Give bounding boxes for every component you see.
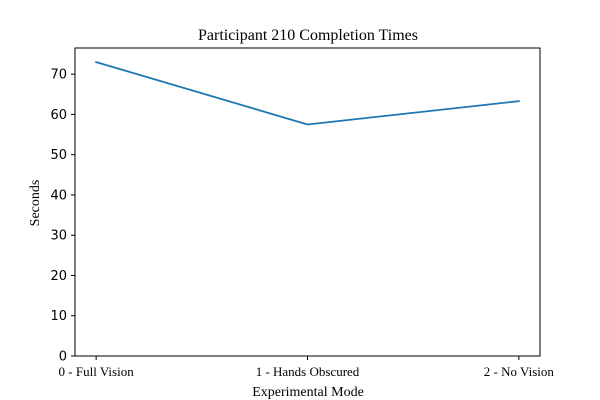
x-tick-label: 0 - Full Vision — [59, 364, 135, 379]
y-tick-label: 40 — [50, 188, 67, 203]
x-tick-label: 2 - No Vision — [484, 364, 555, 379]
y-tick-label: 50 — [50, 148, 67, 163]
y-tick-label: 60 — [50, 108, 67, 123]
y-tick-label: 20 — [50, 269, 67, 284]
y-tick-label: 70 — [50, 68, 67, 83]
x-axis-label: Experimental Mode — [252, 385, 364, 400]
plot-layer: 0 10 20 30 40 50 60 70 0 - Full Vision 1 - Hands … — [50, 47, 555, 379]
y-tick-label: 30 — [50, 229, 67, 244]
y-tick-label: 0 — [59, 350, 67, 365]
chart-title: Participant 210 Completion Times — [198, 27, 418, 44]
y-axis-label: Seconds — [28, 180, 43, 227]
x-tick-label: 1 - Hands Obscured — [256, 364, 360, 379]
y-tick-label: 10 — [50, 309, 67, 324]
